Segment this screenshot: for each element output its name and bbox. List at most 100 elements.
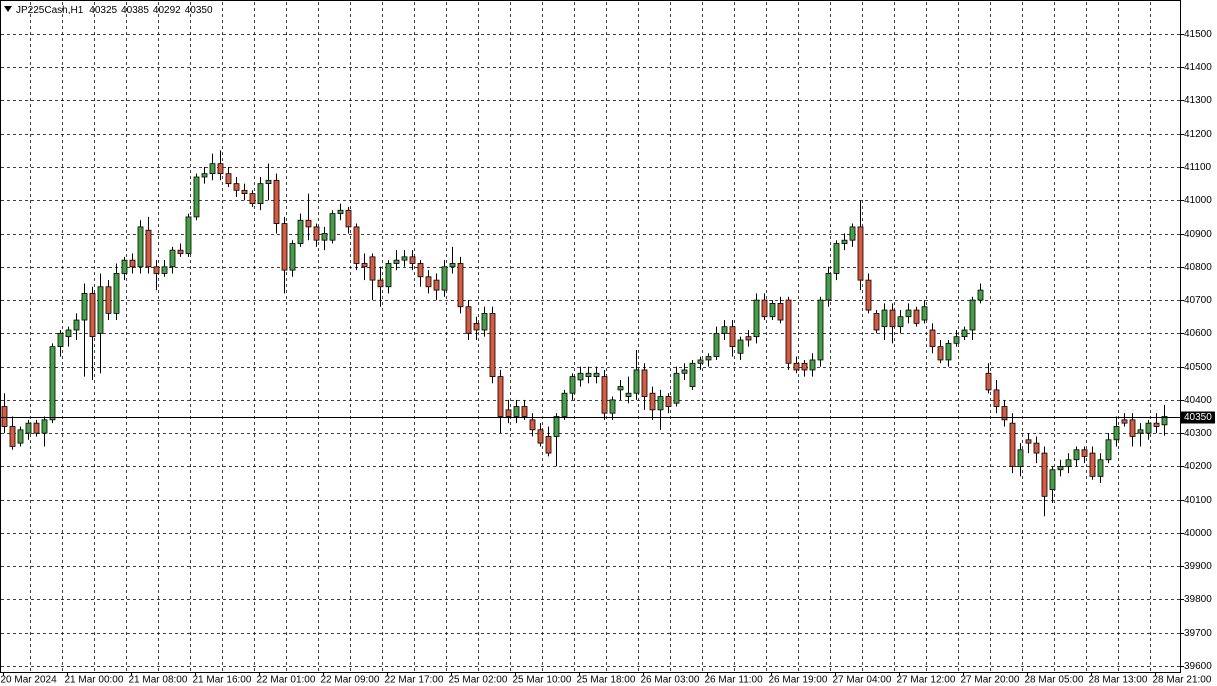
candle-body: [121, 259, 128, 274]
candle-body: [625, 392, 632, 397]
candle-body: [529, 419, 536, 431]
candle-body: [825, 273, 832, 301]
candle-body: [705, 356, 712, 361]
y-tick-label: 41400: [1184, 62, 1212, 73]
y-tick-label: 41100: [1184, 162, 1212, 173]
candle-body: [17, 429, 24, 444]
candle-body: [1017, 449, 1024, 467]
header: JP225Cash,H1 40325 40385 40292 40350: [16, 5, 213, 16]
candle-body: [801, 362, 808, 371]
candle-body: [689, 362, 696, 387]
candle-body: [1161, 416, 1168, 426]
candle-body: [481, 312, 488, 331]
candle-body: [889, 309, 896, 328]
candle-body: [89, 293, 96, 338]
candle-body: [769, 303, 776, 318]
candle-body: [945, 342, 952, 361]
x-tick-label: 27 Mar 20:00: [961, 675, 1020, 686]
candle-body: [9, 426, 16, 447]
candle-body: [385, 263, 392, 288]
candle-body: [649, 392, 656, 411]
candle-body: [1049, 469, 1056, 491]
candle-body: [113, 273, 120, 314]
candle-body: [217, 163, 224, 175]
candle-body: [25, 422, 32, 434]
candle-body: [401, 256, 408, 261]
low: 40292: [153, 5, 181, 16]
candle-body: [145, 229, 152, 268]
candle-body: [137, 226, 144, 268]
candle-body: [497, 376, 504, 417]
candle-body: [849, 226, 856, 241]
candle-body: [865, 279, 872, 311]
candle-body: [465, 306, 472, 334]
candle-body: [1025, 439, 1032, 444]
candle-body: [313, 226, 320, 241]
high: 40385: [121, 5, 149, 16]
y-tick-label: 40600: [1184, 328, 1212, 339]
candle-body: [345, 209, 352, 228]
candle-body: [697, 359, 704, 364]
candle-body: [201, 173, 208, 178]
candle-body: [321, 233, 328, 241]
candle-body: [721, 326, 728, 334]
candle-body: [1065, 459, 1072, 467]
y-tick-label: 40400: [1184, 395, 1212, 406]
y-tick-label: 41000: [1184, 195, 1212, 206]
candle-body: [441, 266, 448, 291]
candle-body: [609, 399, 616, 414]
candle-body: [417, 263, 424, 278]
x-tick-label: 26 Mar 03:00: [641, 675, 700, 686]
candle-body: [249, 193, 256, 204]
candle-body: [425, 276, 432, 288]
symbol: JP225Cash,H1: [16, 5, 84, 16]
y-tick-label: 40900: [1184, 229, 1212, 240]
candle-body: [233, 183, 240, 191]
candle-body: [1145, 422, 1152, 434]
y-tick-label: 40800: [1184, 262, 1212, 273]
candle-body: [937, 346, 944, 361]
candle-body: [929, 329, 936, 348]
candle-body: [393, 259, 400, 264]
candle-body: [969, 299, 976, 331]
candle-body: [977, 289, 984, 301]
candle-body: [873, 312, 880, 331]
candle-body: [369, 256, 376, 281]
candle-body: [57, 332, 64, 348]
y-tick-label: 41200: [1184, 129, 1212, 140]
candle-body: [177, 249, 184, 254]
candle-body: [265, 179, 272, 185]
candle-body: [33, 422, 40, 434]
x-tick-label: 25 Mar 10:00: [513, 675, 572, 686]
candle-body: [1009, 422, 1016, 467]
candle-body: [305, 219, 312, 228]
candle-body: [753, 299, 760, 338]
candle-body: [657, 396, 664, 411]
candle-body: [985, 372, 992, 391]
x-tick-label: 28 Mar 21:00: [1153, 675, 1212, 686]
candle-body: [329, 213, 336, 241]
candle-body: [737, 339, 744, 354]
candle-body: [377, 279, 384, 288]
candle-body: [961, 329, 968, 338]
candle-body: [921, 306, 928, 321]
x-tick-label: 27 Mar 04:00: [833, 675, 892, 686]
candle-body: [257, 183, 264, 204]
candle-body: [545, 436, 552, 454]
candle-body: [577, 372, 584, 381]
x-tick-label: 28 Mar 13:00: [1089, 675, 1148, 686]
candle-body: [73, 319, 80, 331]
candle-body: [905, 309, 912, 318]
candle-body: [65, 329, 72, 338]
candle-body: [1001, 406, 1008, 421]
y-tick-label: 39800: [1184, 594, 1212, 605]
menu-triangle[interactable]: [4, 6, 12, 12]
candle-body: [361, 263, 368, 268]
last-price-box: [1181, 411, 1215, 424]
x-tick-label: 26 Mar 11:00: [705, 675, 764, 686]
candle-body: [793, 362, 800, 371]
candle-body: [745, 336, 752, 341]
candle-body: [81, 293, 88, 321]
candle-body: [505, 409, 512, 417]
